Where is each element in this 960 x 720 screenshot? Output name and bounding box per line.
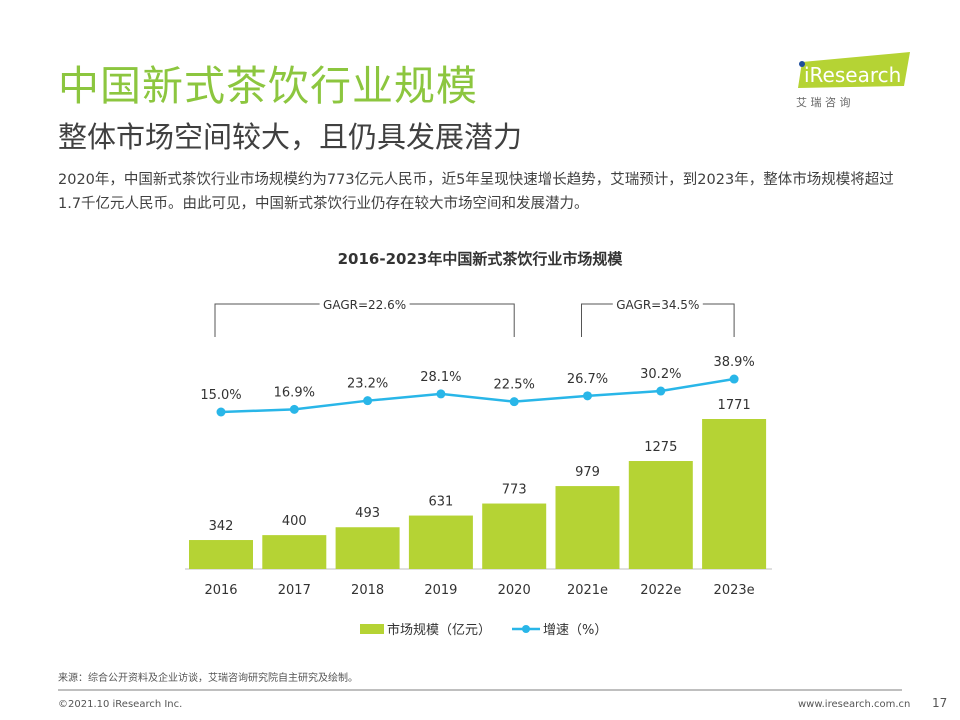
iresearch-logo: iResearch 艾 瑞 咨 询 — [794, 50, 914, 110]
legend-line-label: 增速（%） — [543, 623, 607, 638]
footer-divider — [58, 689, 902, 691]
cagr-label: GAGR=22.6% — [323, 298, 406, 312]
x-tick-label: 2021e — [567, 583, 608, 598]
growth-label: 22.5% — [494, 378, 535, 393]
chart-title: 2016-2023年中国新式茶饮行业市场规模 — [338, 250, 624, 268]
x-tick-label: 2018 — [351, 583, 384, 598]
cagr-bracket — [702, 303, 735, 337]
growth-point — [509, 397, 519, 407]
bar-label: 342 — [209, 519, 234, 534]
page-number: 17 — [932, 696, 948, 710]
growth-label: 23.2% — [347, 377, 388, 392]
bar — [408, 515, 473, 569]
growth-point — [216, 407, 226, 417]
bar — [555, 486, 620, 569]
growth-label: 15.0% — [200, 388, 241, 403]
bar-label: 631 — [428, 495, 453, 510]
growth-label: 16.9% — [274, 385, 315, 400]
bar-label: 400 — [282, 514, 307, 529]
growth-point — [363, 396, 373, 406]
cagr-bracket — [581, 303, 613, 337]
growth-label: 38.9% — [713, 355, 754, 370]
legend-bar-swatch — [360, 624, 384, 634]
logo-cn: 艾 瑞 咨 询 — [796, 95, 851, 109]
page-title: 中国新式茶饮行业规模 — [58, 62, 478, 110]
bar — [702, 419, 767, 569]
copyright: ©2021.10 iResearch Inc. — [58, 699, 183, 710]
x-tick-label: 2017 — [278, 583, 311, 598]
bar-label: 493 — [355, 506, 380, 521]
bar-label: 979 — [575, 465, 600, 480]
growth-label: 30.2% — [640, 367, 681, 382]
bar — [189, 540, 253, 569]
chart: 2016-2023年中国新式茶饮行业市场规模 342 2016 400 2017 493… — [185, 250, 772, 638]
growth-point — [729, 374, 739, 384]
bar-label: 773 — [502, 483, 527, 498]
growth-label: 26.7% — [567, 372, 608, 387]
source-note: 来源：综合公开资料及企业访谈，艾瑞咨询研究院自主研究及绘制。 — [58, 673, 358, 684]
growth-label: 28.1% — [420, 370, 461, 385]
description: 2020年，中国新式茶饮行业市场规模约为773亿元人民币，近5年呈现快速增长趋势… — [58, 172, 894, 212]
cagr-bracket — [214, 303, 320, 337]
x-tick-label: 2022e — [640, 583, 681, 598]
growth-line — [220, 377, 735, 414]
bar-label: 1771 — [718, 398, 751, 413]
x-tick-label: 2020 — [498, 583, 531, 598]
bar — [262, 535, 327, 569]
bar — [335, 527, 400, 569]
legend-line-marker — [522, 625, 530, 633]
x-tick-label: 2019 — [424, 583, 457, 598]
bar-label: 1275 — [644, 440, 677, 455]
bar — [628, 461, 693, 569]
legend-bar-label: 市场规模（亿元） — [387, 622, 491, 638]
x-tick-label: 2023e — [714, 583, 755, 598]
bar — [482, 503, 547, 569]
growth-point — [289, 404, 299, 414]
growth-point — [436, 389, 446, 399]
page-subtitle: 整体市场空间较大，且仍具发展潜力 — [58, 120, 523, 154]
growth-point — [583, 391, 592, 401]
website-link[interactable]: www.iresearch.com.cn — [798, 699, 911, 710]
logo-text: iResearch — [804, 63, 901, 87]
cagr-bracket — [409, 303, 515, 337]
cagr-label: GAGR=34.5% — [616, 298, 699, 312]
growth-point — [656, 386, 666, 396]
x-tick-label: 2016 — [204, 583, 237, 598]
